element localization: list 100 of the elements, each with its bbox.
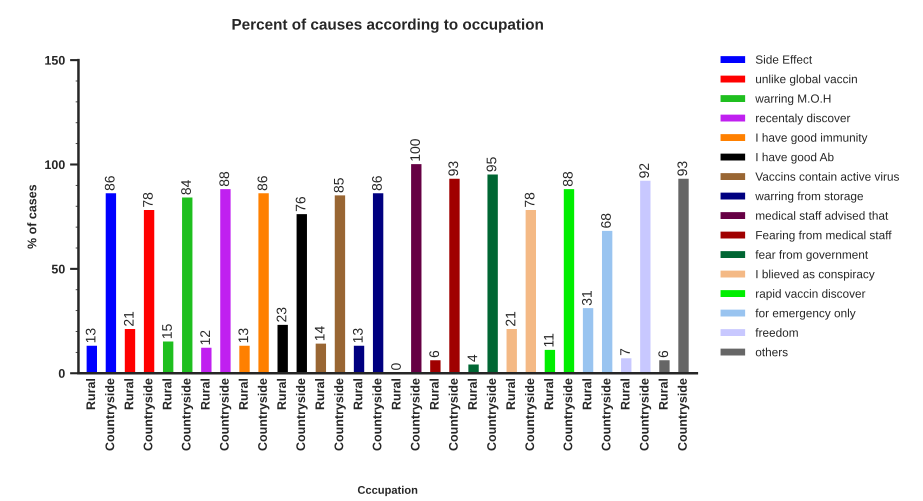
data-label: 93 — [677, 161, 688, 176]
x-tick-label: Countryside — [296, 378, 308, 451]
x-tick-label: Countryside — [143, 378, 155, 451]
legend-label: I have good Ab — [756, 152, 834, 164]
bar — [334, 195, 346, 374]
bar — [411, 164, 422, 374]
legend-label: Vaccins contain active virus — [755, 172, 899, 181]
data-label: 86 — [257, 176, 268, 190]
data-label: 95 — [486, 157, 496, 172]
x-tick-label: Rural — [86, 378, 96, 410]
legend-label: others — [756, 348, 788, 356]
x-tick-label: Countryside — [258, 378, 270, 451]
data-label: 6 — [429, 350, 440, 358]
legend-label: unlike global vaccin — [756, 74, 857, 86]
bar — [506, 328, 517, 374]
data-label: 100 — [410, 139, 420, 161]
bar — [449, 178, 460, 374]
x-tick-label: Rural — [544, 378, 554, 410]
x-tick-label: Countryside — [410, 378, 422, 451]
bar — [430, 360, 441, 374]
bar — [144, 210, 154, 374]
x-tick-label: Rural — [315, 378, 324, 410]
data-label: 92 — [639, 164, 650, 178]
bar — [220, 189, 231, 374]
data-label: 14 — [314, 326, 324, 340]
data-label: 88 — [219, 172, 230, 186]
x-tick-label: Countryside — [524, 378, 537, 451]
x-tick-label: Rural — [162, 378, 172, 410]
data-label: 78 — [524, 192, 535, 207]
data-label: 86 — [372, 176, 382, 190]
bar — [258, 193, 269, 374]
x-tick-label: Rural — [468, 378, 477, 410]
legend-label: Fearing from medical staff — [756, 230, 892, 242]
bar — [239, 346, 250, 374]
data-label: 31 — [582, 290, 592, 306]
x-tick-label: Rural — [391, 378, 401, 410]
bar — [86, 346, 98, 374]
x-tick-label: Rural — [658, 378, 668, 410]
x-tick-label: Rural — [620, 378, 630, 410]
y-axis-title: % of cases — [27, 184, 36, 249]
y-tick-label: 50 — [52, 264, 65, 274]
data-label: 11 — [544, 334, 554, 346]
data-label: 13 — [238, 328, 248, 342]
data-label: 93 — [448, 161, 458, 176]
data-label: 13 — [86, 328, 96, 342]
x-tick-label: Rural — [430, 378, 439, 410]
bar — [354, 346, 364, 374]
x-tick-label: Countryside — [448, 378, 460, 451]
y-tick-label: 150 — [45, 56, 65, 65]
bar — [277, 324, 288, 374]
bar — [621, 358, 632, 374]
bar — [640, 180, 651, 374]
x-tick-label: Countryside — [105, 378, 117, 451]
data-label: 23 — [276, 308, 286, 322]
x-tick-label: Rural — [276, 378, 286, 410]
bar — [182, 197, 192, 374]
data-label: 4 — [468, 354, 478, 362]
legend-label: I blieved as conspiracy — [756, 270, 875, 281]
y-tick-label: 100 — [45, 160, 65, 170]
legend-label: recentaly discover — [756, 114, 850, 125]
data-label: 12 — [200, 330, 210, 344]
legend-label: fear from government — [755, 250, 868, 262]
data-label: 78 — [142, 192, 153, 207]
x-tick-label: Countryside — [372, 378, 384, 451]
x-tick-label: Rural — [124, 378, 134, 410]
legend-label: for emergency only — [755, 308, 856, 320]
x-tick-label: Countryside — [334, 378, 346, 451]
legend-label: warring M.O.H — [755, 94, 830, 106]
bar — [296, 214, 307, 374]
x-tick-label: Countryside — [181, 378, 194, 451]
data-label: 6 — [658, 350, 668, 358]
x-tick-label: Countryside — [220, 378, 232, 451]
x-tick-label: Countryside — [601, 378, 613, 451]
bar — [372, 193, 384, 374]
bar — [487, 174, 498, 374]
bar — [316, 344, 326, 374]
bar — [124, 328, 136, 374]
bar — [582, 308, 594, 374]
legend-label: medical staff advised that — [756, 211, 888, 220]
x-tick-label: Rural — [353, 378, 362, 410]
data-label: 0 — [391, 363, 401, 370]
legend-label: freedom — [755, 328, 798, 337]
data-label: 86 — [104, 176, 115, 190]
bar — [162, 342, 174, 374]
bar — [678, 178, 689, 374]
legend-label: I have good immunity — [756, 133, 868, 144]
data-label: 84 — [181, 180, 191, 195]
x-tick-label: Rural — [582, 378, 592, 410]
x-axis-title: Cccupation — [358, 486, 418, 496]
bar — [564, 189, 574, 374]
x-tick-label: Rural — [200, 378, 210, 410]
bar — [659, 360, 670, 374]
legend-label: Side Effect — [756, 55, 812, 64]
data-label: 76 — [296, 196, 306, 212]
x-tick-label: Countryside — [640, 378, 652, 451]
y-tick-label: 0 — [58, 369, 65, 378]
bar — [201, 348, 212, 374]
x-tick-label: Countryside — [563, 378, 575, 451]
x-tick-label: Rural — [506, 378, 516, 410]
data-label: 15 — [162, 324, 172, 338]
